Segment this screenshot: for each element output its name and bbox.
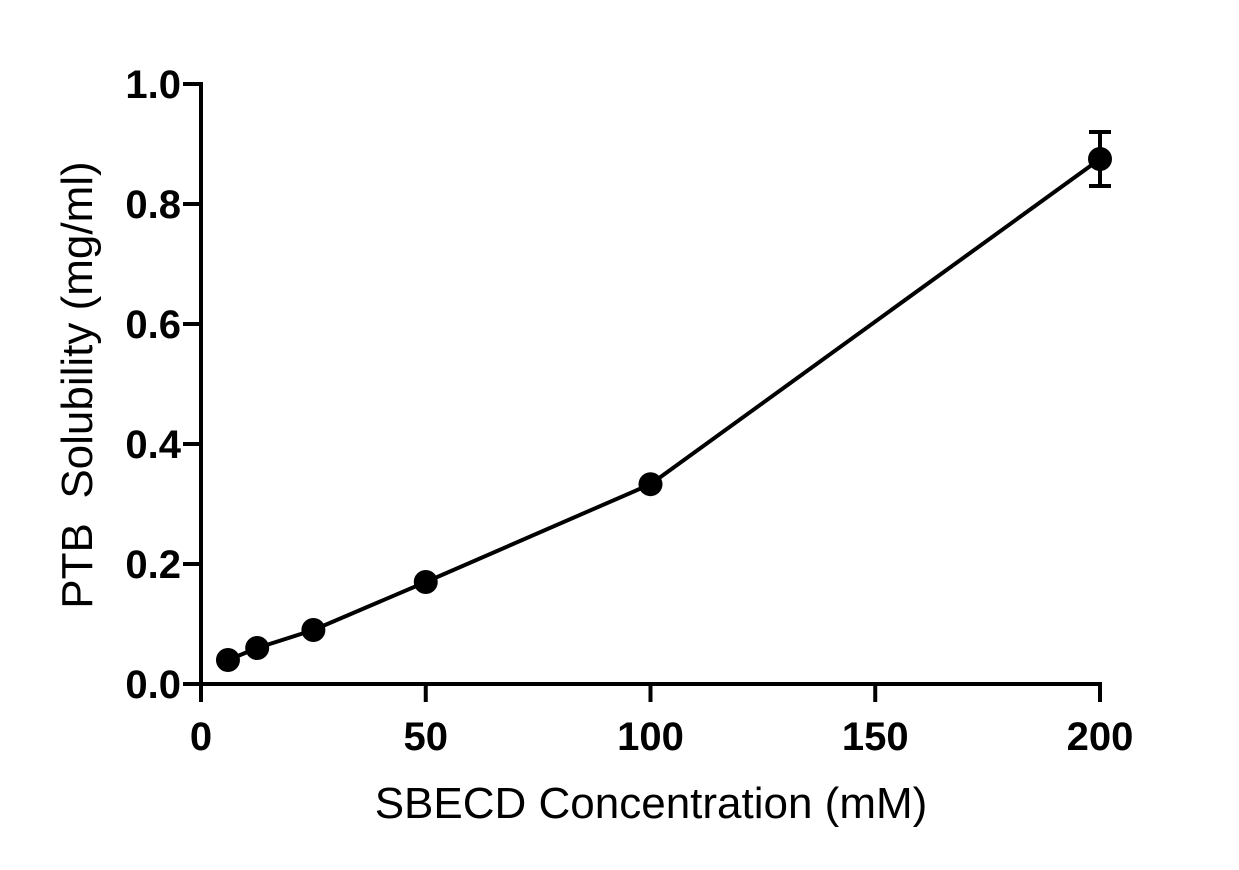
data-point — [1088, 147, 1112, 171]
ticks: 0.0 0.2 0.4 0.6 0.8 1.0 0 50 100 150 200 — [125, 63, 1133, 759]
y-tick-label: 0.8 — [125, 183, 181, 227]
data-point — [245, 636, 270, 660]
x-tick-label: 0 — [190, 715, 212, 759]
y-tick-label: 0.0 — [125, 663, 181, 707]
data-point — [638, 472, 663, 497]
data-point — [215, 648, 240, 672]
data-point — [413, 570, 438, 594]
x-tick-label: 50 — [404, 715, 449, 759]
y-tick-label: 0.2 — [125, 543, 181, 587]
x-axis-title: SBECD Concentration (mM) — [375, 779, 928, 828]
data-point — [301, 618, 326, 642]
x-tick-label: 150 — [842, 715, 909, 759]
series — [215, 130, 1112, 672]
y-tick-label: 1.0 — [125, 63, 181, 107]
y-tick-label: 0.6 — [125, 303, 181, 347]
axes — [199, 82, 1102, 686]
x-tick-label: 100 — [617, 715, 684, 759]
series-line — [227, 157, 1102, 662]
y-axis-title: PTB Solubility (mg/ml) — [53, 161, 102, 608]
x-tick-label: 200 — [1067, 715, 1134, 759]
y-tick-label: 0.4 — [125, 423, 181, 467]
